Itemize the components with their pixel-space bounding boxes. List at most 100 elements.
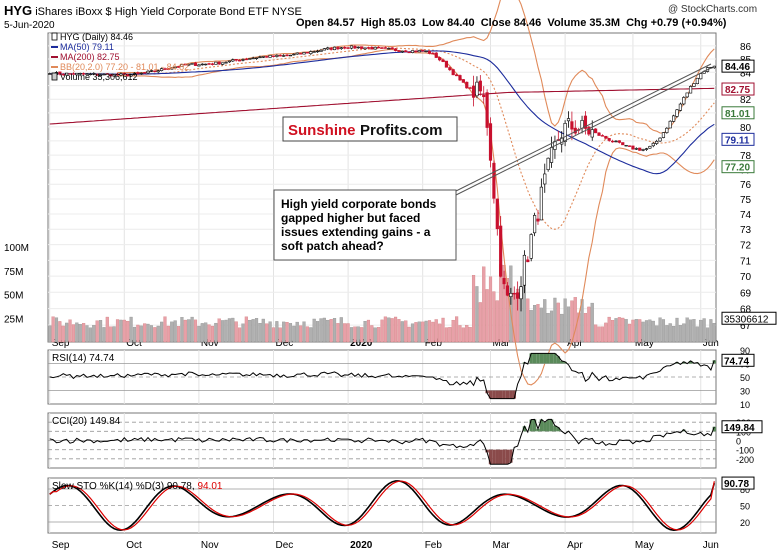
volume-bar: [78, 324, 82, 343]
volume-bar: [502, 264, 506, 343]
candle-body: [61, 73, 65, 76]
symbol: HYG: [4, 3, 33, 18]
volume-bar: [407, 326, 411, 343]
sto-tick-label: 80: [740, 485, 750, 495]
candle-body: [170, 67, 174, 70]
volume-bar: [471, 275, 476, 343]
volume-bar: [227, 318, 231, 343]
volume-bar: [92, 325, 96, 343]
volume-bar: [336, 323, 340, 343]
cci-line: [49, 418, 715, 465]
volume-bar: [451, 319, 455, 343]
candle-body: [363, 47, 367, 50]
candle-body: [624, 144, 628, 147]
candle-body: [566, 118, 571, 122]
volume-bar: [699, 319, 703, 343]
candle-body: [244, 58, 248, 61]
volume-bar: [431, 321, 435, 343]
candle-body: [434, 52, 438, 58]
candle-body: [658, 137, 662, 142]
candle-body: [448, 67, 452, 71]
volume-bar: [261, 318, 265, 343]
volume-bar: [48, 325, 52, 343]
volume-bar: [397, 319, 401, 343]
candle-body: [339, 47, 343, 49]
candle-body: [607, 138, 611, 141]
candle-body: [651, 142, 655, 147]
logo-part2: Profits.com: [360, 122, 443, 139]
volume-bar: [346, 323, 350, 343]
volume-bar: [149, 325, 153, 343]
annotation-line: soft patch ahead?: [281, 239, 384, 253]
candle-body: [536, 218, 540, 222]
volume-bar: [400, 321, 404, 343]
candle-body: [529, 234, 533, 259]
candle-body: [153, 70, 157, 72]
candle-body: [251, 57, 255, 60]
volume-bar: [136, 324, 140, 343]
candle-body: [492, 162, 496, 199]
volume-bar: [695, 326, 699, 343]
volume-bar: [82, 323, 86, 343]
candle-body: [275, 55, 279, 57]
volume-bar: [505, 278, 510, 343]
volume-bar: [461, 327, 465, 343]
candle-body: [221, 62, 225, 65]
volume-bar: [58, 321, 62, 343]
candle-body: [583, 115, 588, 129]
candle-body: [197, 64, 201, 67]
security-name: iShares iBoxx $ High Yield Corporate Bon…: [35, 6, 269, 18]
candle-body: [68, 73, 72, 75]
sto-value-tag-box: [721, 476, 755, 490]
stockcharts-watermark: @ StockCharts.com: [668, 4, 758, 15]
legend-bb: BB(20,2.0) 77.20 - 81.01 - 84.82: [60, 62, 189, 72]
price-tick-label: 74: [740, 210, 752, 221]
candle-body: [373, 46, 377, 50]
candle-body: [655, 140, 659, 144]
candle-body: [349, 45, 354, 49]
volume-bar: [665, 325, 669, 343]
volume-bar: [627, 323, 632, 343]
volume-bar: [109, 326, 113, 343]
volume-bar: [434, 319, 438, 343]
sto-tick-label: 50: [740, 502, 750, 512]
candle-body: [319, 49, 323, 52]
volume-bar: [112, 326, 116, 343]
candle-body: [495, 198, 499, 230]
volume-bar: [577, 312, 581, 343]
candle-body: [549, 147, 554, 163]
open-label: Open: [296, 17, 325, 29]
candle-body: [254, 57, 259, 59]
candle-body: [312, 51, 316, 53]
volume-bar: [54, 317, 59, 343]
candle-body: [421, 49, 425, 52]
volume-bar: [343, 323, 347, 343]
candle-body: [82, 73, 86, 75]
candle-body: [482, 94, 486, 98]
volume-tick-label: 75M: [4, 267, 23, 278]
candle-body: [387, 48, 391, 50]
volume-bar: [383, 316, 387, 343]
volume-bar: [363, 321, 367, 343]
volume-bar: [282, 321, 286, 343]
candle-body: [217, 61, 221, 65]
rsi-value-tag-box: [721, 353, 755, 367]
volume-bar: [688, 319, 693, 343]
candle-body: [234, 58, 238, 61]
price-tick-label: 82: [740, 95, 752, 106]
volume-bar: [458, 325, 462, 343]
candle-body: [580, 120, 584, 129]
volume-bar: [224, 319, 228, 343]
candle-body: [631, 145, 635, 150]
ma200-price-tag: 82.75: [725, 85, 750, 96]
volume-bar: [146, 323, 150, 343]
volume-bar: [71, 324, 76, 343]
annotation-line: issues extending gains - a: [281, 225, 431, 239]
candle-body: [227, 60, 231, 63]
candle-body: [160, 68, 164, 71]
volume-bar: [682, 323, 686, 343]
chg-value: +0.79 (+0.94%): [650, 17, 727, 29]
volume-bar: [370, 325, 374, 343]
volume-bar: [404, 320, 408, 343]
volume-bar: [549, 310, 554, 343]
